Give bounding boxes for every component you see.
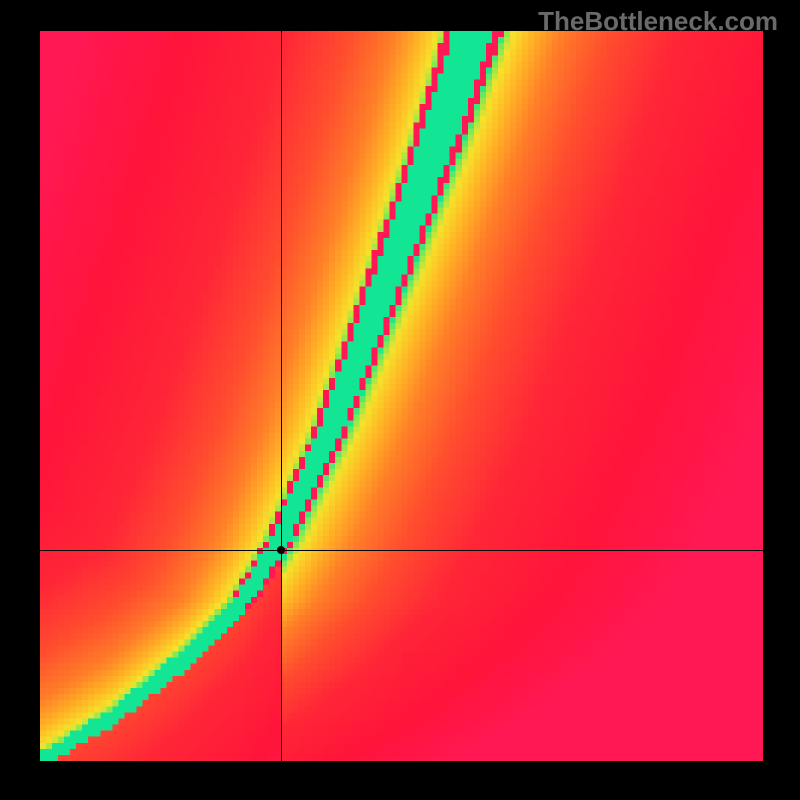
crosshair-horizontal [40,550,763,551]
heatmap-plot [40,31,763,761]
watermark-text: TheBottleneck.com [538,6,778,37]
crosshair-vertical [281,31,282,761]
